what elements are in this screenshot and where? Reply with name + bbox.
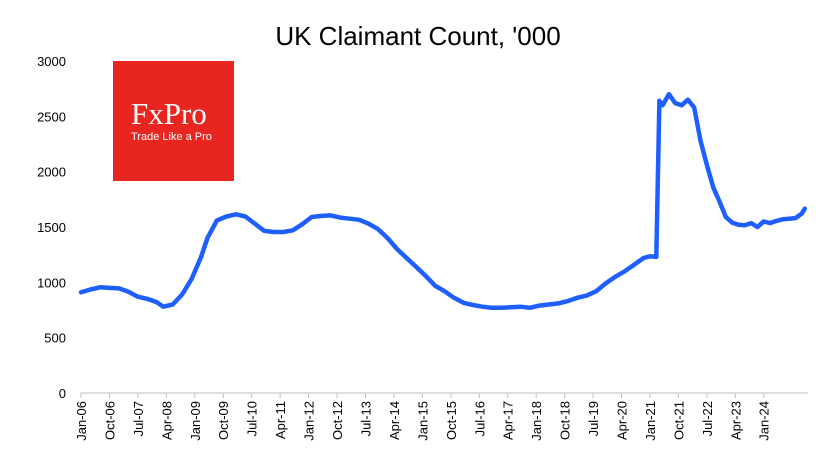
x-tick-label: Oct-12 (330, 401, 345, 440)
x-tick-label: Apr-08 (159, 401, 174, 440)
x-tick-label: Jan-18 (529, 401, 544, 441)
series-layer (78, 91, 808, 311)
series-line (78, 91, 808, 311)
x-tick-label: Apr-17 (501, 401, 516, 440)
x-axis: Jan-06 Oct-06 Jul-07 Apr-08 Jan-09 Oct-09 Jul-… (74, 392, 808, 441)
logo-brand: FxPro (131, 96, 207, 131)
y-tick-label: 0 (59, 386, 66, 401)
logo: FxPro Trade Like a Pro (113, 61, 234, 181)
x-tick-label: Apr-20 (615, 401, 630, 440)
chart-title: UK Claimant Count, '000 (275, 21, 560, 51)
y-tick-label: 1000 (37, 275, 66, 290)
y-tick-label: 1500 (37, 220, 66, 235)
x-tick-label: Apr-23 (728, 401, 743, 440)
x-tick-label: Oct-18 (558, 401, 573, 440)
x-tick-label: Jan-09 (188, 401, 203, 441)
x-tick-label: Jul-10 (245, 401, 260, 436)
x-tick-label: Jan-24 (757, 401, 772, 441)
x-tick-label: Oct-06 (102, 401, 117, 440)
x-tick-label: Apr-11 (273, 401, 288, 439)
x-tick-label: Jul-07 (131, 401, 146, 436)
x-tick-label: Jul-16 (472, 401, 487, 436)
x-tick-label: Jan-21 (643, 401, 658, 441)
x-tick-label: Oct-09 (216, 401, 231, 440)
x-tick-label: Oct-21 (671, 401, 686, 440)
y-tick-label: 2500 (37, 109, 66, 124)
x-tick-label: Jan-06 (74, 401, 89, 441)
x-tick-label: Apr-14 (387, 401, 402, 440)
x-tick-label: Jul-19 (586, 401, 601, 436)
y-tick-label: 500 (44, 331, 66, 346)
y-tick-label: 3000 (37, 54, 66, 69)
x-tick-label: Jul-13 (358, 401, 373, 436)
logo-background (113, 61, 234, 181)
x-tick-label: Oct-15 (444, 401, 459, 440)
y-axis: 0 500 1000 1500 2000 2500 3000 (37, 54, 66, 401)
y-tick-label: 2000 (37, 165, 66, 180)
x-tick-label: Jul-22 (700, 401, 715, 436)
x-tick-label: Jan-15 (415, 401, 430, 441)
x-tick-label: Jan-12 (302, 401, 317, 441)
logo-tagline: Trade Like a Pro (131, 131, 212, 143)
